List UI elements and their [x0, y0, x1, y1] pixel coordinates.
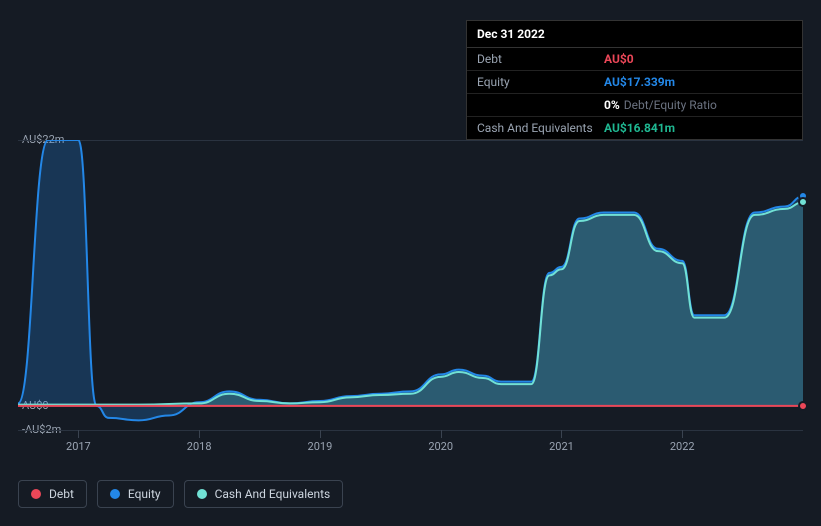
- cash-legend-dot-icon: [197, 489, 207, 499]
- tooltip-suffix: Debt/Equity Ratio: [624, 98, 717, 112]
- x-tick-mark: [199, 430, 200, 438]
- tooltip-date: Dec 31 2022: [467, 21, 802, 48]
- tooltip-label: Cash And Equivalents: [477, 121, 604, 135]
- tooltip-label: [477, 98, 604, 112]
- marker-dot-cash: [798, 197, 808, 207]
- x-tick-label: 2018: [187, 440, 212, 453]
- tooltip-label: Debt: [477, 52, 604, 66]
- x-tick-label: 2022: [670, 440, 695, 453]
- x-tick-mark: [682, 430, 683, 438]
- x-tick-label: 2019: [308, 440, 333, 453]
- marker-dot-debt: [798, 401, 808, 411]
- legend-label: Cash And Equivalents: [215, 487, 331, 501]
- tooltip-value: 0%: [604, 98, 620, 112]
- series-area-cash: [18, 202, 803, 405]
- tooltip-row-equity: EquityAU$17.339m: [467, 71, 802, 94]
- tooltip-value: AU$0: [604, 52, 634, 66]
- debt-legend-dot-icon: [31, 489, 41, 499]
- tooltip-row-debt: DebtAU$0: [467, 48, 802, 71]
- legend-item-equity[interactable]: Equity: [97, 480, 174, 508]
- tooltip-row-cash: Cash And EquivalentsAU$16.841m: [467, 117, 802, 139]
- legend-label: Equity: [128, 487, 161, 501]
- tooltip-value: AU$16.841m: [604, 121, 675, 135]
- x-tick-mark: [78, 430, 79, 438]
- x-tick-label: 2021: [549, 440, 574, 453]
- tooltip-row-ratio: 0% Debt/Equity Ratio: [467, 94, 802, 117]
- equity-legend-dot-icon: [110, 489, 120, 499]
- x-tick-mark: [561, 430, 562, 438]
- legend-item-debt[interactable]: Debt: [18, 480, 87, 508]
- x-axis: 2017 2018 2019 2020 2021 2022: [18, 440, 803, 460]
- legend-label: Debt: [49, 487, 74, 501]
- tooltip-label: Equity: [477, 75, 604, 89]
- y-gridline: [18, 430, 803, 431]
- x-tick-label: 2017: [66, 440, 91, 453]
- x-tick-mark: [320, 430, 321, 438]
- legend: Debt Equity Cash And Equivalents: [18, 480, 343, 508]
- tooltip-value: AU$17.339m: [604, 75, 675, 89]
- debt-equity-chart: Dec 31 2022 DebtAU$0EquityAU$17.339m0%De…: [0, 0, 821, 526]
- legend-item-cash[interactable]: Cash And Equivalents: [184, 480, 344, 508]
- chart-tooltip: Dec 31 2022 DebtAU$0EquityAU$17.339m0%De…: [466, 20, 803, 140]
- x-tick-label: 2020: [428, 440, 453, 453]
- plot-area[interactable]: [18, 140, 803, 430]
- x-tick-mark: [441, 430, 442, 438]
